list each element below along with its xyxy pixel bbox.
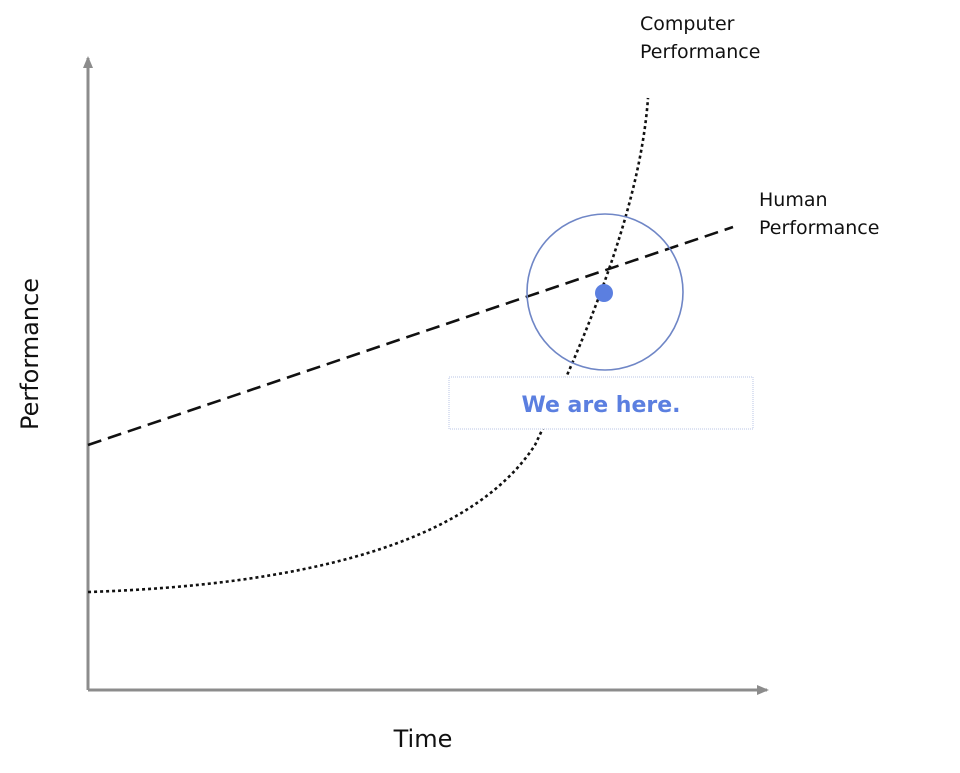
computer-label-line1: Computer (640, 13, 735, 35)
human-label-line1: Human (759, 189, 828, 211)
computer-performance-curve (87, 97, 650, 594)
highlight-ring (526, 213, 684, 371)
callout-box (448, 376, 754, 430)
computer-label-line2: Performance (640, 41, 760, 63)
callout-text: We are here. (521, 393, 680, 418)
current-position-dot (595, 284, 613, 302)
y-axis-title: Performance (16, 278, 44, 430)
human-performance-label: Human Performance (759, 189, 879, 239)
human-performance-line (87, 225, 734, 447)
computer-performance-label: Computer Performance (640, 13, 760, 63)
human-label-line2: Performance (759, 217, 879, 239)
x-axis-title: Time (393, 725, 453, 753)
